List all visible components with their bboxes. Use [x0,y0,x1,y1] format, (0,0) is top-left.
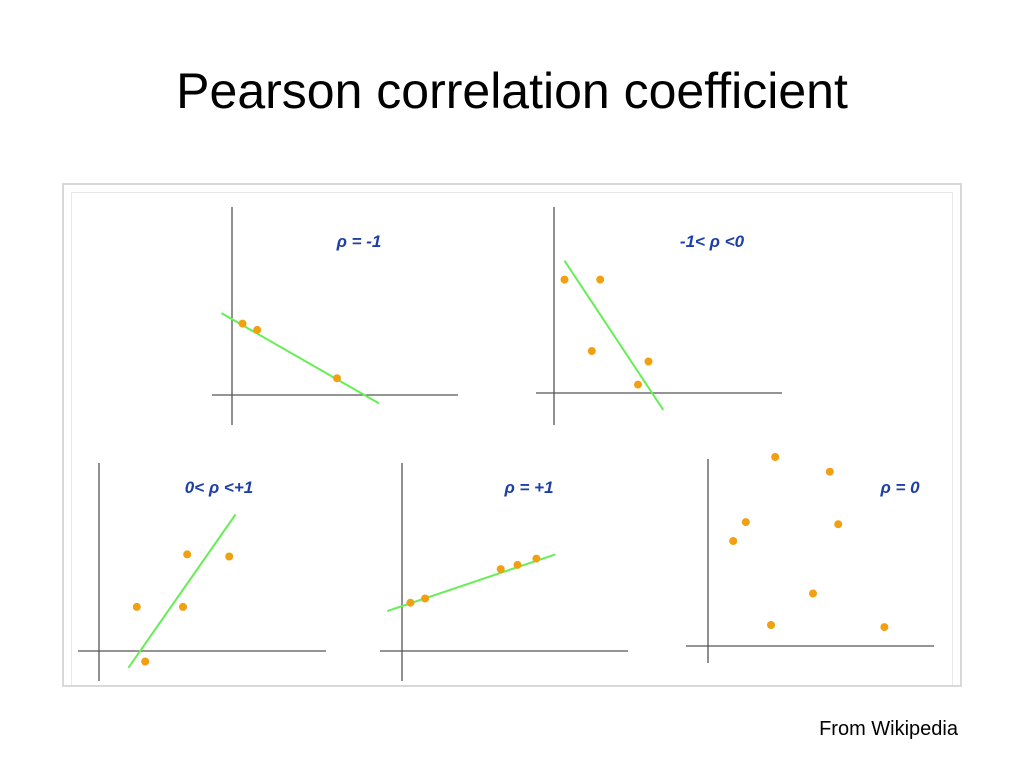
data-point [767,621,775,629]
data-point [587,347,596,355]
data-point [183,550,192,559]
panel-title: 0< ρ <+1 [185,478,253,497]
data-point [825,467,834,476]
data-point [834,520,843,529]
regression-line [127,513,237,669]
data-point [513,560,522,569]
data-point [596,275,605,284]
data-point [771,453,780,461]
panel-title: -1< ρ <0 [680,232,745,251]
data-point [809,589,817,598]
data-point [225,552,234,561]
data-point [532,554,541,563]
slide-title: Pearson correlation coefficient [176,63,848,119]
data-point [141,657,150,666]
data-point [421,594,430,603]
data-point [333,374,341,383]
data-point [560,275,569,284]
regression-line [221,312,380,405]
scatter-plots: ρ = -1 -1< ρ <0 0< ρ <+1 ρ = +1 ρ = 0 [78,207,934,681]
data-point [741,518,750,527]
data-point [496,565,505,574]
data-point [132,602,141,611]
data-point [644,357,653,366]
data-point [729,537,738,545]
regression-line [386,553,556,613]
data-point [406,598,415,607]
data-point [634,380,642,389]
data-point [238,319,247,328]
source-credit: From Wikipedia [819,718,958,740]
data-point [253,325,262,334]
correlation-figure: ρ = -1 -1< ρ <0 0< ρ <+1 ρ = +1 ρ = 0 [62,183,962,687]
data-point [179,602,187,611]
panel-title: ρ = 0 [879,478,920,497]
regression-line [563,260,665,411]
panel-title: ρ = -1 [336,232,382,251]
figure-inner-border [71,192,953,685]
panel-title: ρ = +1 [503,478,553,497]
data-point [880,623,889,632]
